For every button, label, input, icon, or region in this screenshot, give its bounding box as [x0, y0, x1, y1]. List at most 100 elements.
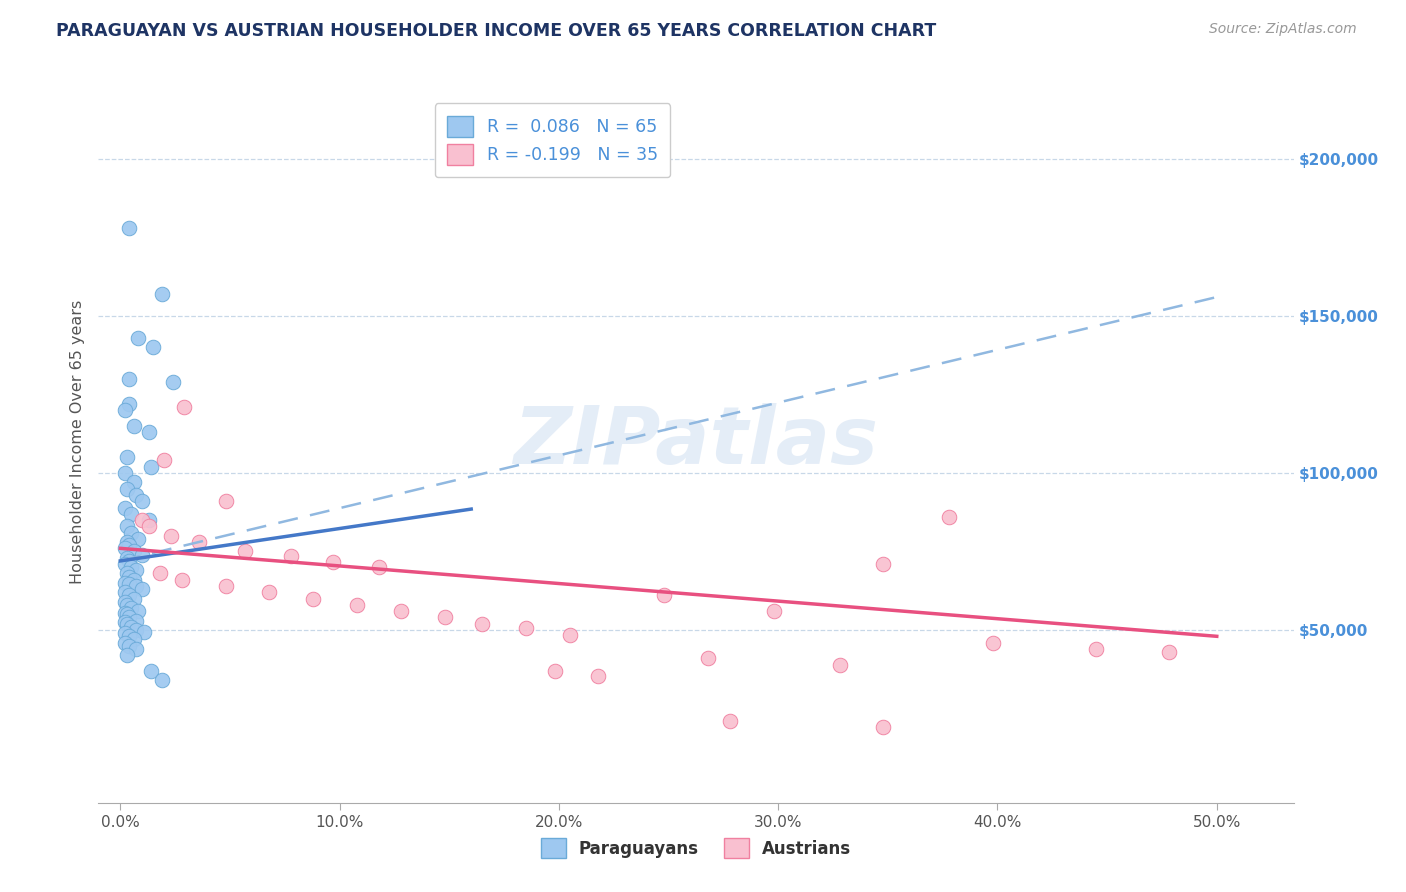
Point — [115, 566, 138, 581]
Point — [159, 529, 181, 543]
Point — [173, 400, 195, 414]
Point — [114, 585, 136, 599]
Point — [114, 615, 136, 630]
Point — [118, 372, 141, 386]
Point — [471, 616, 494, 631]
Point — [125, 623, 148, 637]
Point — [138, 519, 160, 533]
Point — [115, 607, 138, 622]
Point — [872, 720, 894, 734]
Point — [233, 544, 256, 558]
Legend: R =  0.086   N = 65, R = -0.199   N = 35: R = 0.086 N = 65, R = -0.199 N = 35 — [434, 103, 671, 177]
Point — [118, 221, 141, 235]
Point — [115, 616, 138, 631]
Point — [114, 557, 136, 571]
Point — [149, 566, 172, 581]
Point — [115, 482, 138, 496]
Point — [214, 494, 236, 508]
Point — [125, 614, 148, 628]
Text: PARAGUAYAN VS AUSTRIAN HOUSEHOLDER INCOME OVER 65 YEARS CORRELATION CHART: PARAGUAYAN VS AUSTRIAN HOUSEHOLDER INCOM… — [56, 22, 936, 40]
Point — [558, 628, 581, 642]
Point — [131, 494, 153, 508]
Point — [138, 513, 160, 527]
Point — [131, 548, 153, 562]
Point — [515, 622, 537, 636]
Point — [131, 582, 153, 597]
Point — [114, 626, 136, 640]
Text: ZIPatlas: ZIPatlas — [513, 402, 879, 481]
Point — [214, 579, 236, 593]
Point — [188, 535, 211, 549]
Point — [127, 331, 149, 345]
Point — [280, 549, 302, 564]
Point — [762, 604, 785, 618]
Point — [118, 639, 141, 653]
Point — [697, 651, 720, 665]
Point — [127, 532, 149, 546]
Text: Source: ZipAtlas.com: Source: ZipAtlas.com — [1209, 22, 1357, 37]
Point — [127, 604, 149, 618]
Point — [122, 573, 145, 587]
Point — [170, 573, 193, 587]
Point — [115, 450, 138, 465]
Point — [114, 635, 136, 649]
Point — [150, 286, 173, 301]
Point — [259, 585, 281, 599]
Point — [872, 557, 894, 571]
Point — [120, 620, 142, 634]
Point — [138, 425, 160, 439]
Point — [322, 556, 344, 570]
Point — [1085, 641, 1108, 656]
Point — [981, 635, 1004, 649]
Point — [118, 610, 141, 624]
Point — [115, 535, 138, 549]
Y-axis label: Householder Income Over 65 years: Householder Income Over 65 years — [70, 300, 86, 583]
Point — [433, 610, 456, 624]
Point — [588, 668, 610, 682]
Point — [162, 375, 184, 389]
Point — [118, 554, 141, 568]
Point — [150, 673, 173, 688]
Point — [652, 589, 675, 603]
Point — [1157, 645, 1180, 659]
Point — [120, 507, 142, 521]
Point — [122, 418, 145, 433]
Point — [153, 453, 176, 467]
Point — [131, 513, 153, 527]
Point — [302, 591, 325, 606]
Point — [120, 525, 142, 540]
Point — [114, 575, 136, 590]
Point — [118, 629, 141, 643]
Point — [120, 601, 142, 615]
Point — [118, 589, 141, 603]
Point — [118, 397, 141, 411]
Point — [938, 510, 960, 524]
Point — [346, 598, 368, 612]
Point — [114, 466, 136, 480]
Point — [114, 595, 136, 609]
Point — [114, 606, 136, 620]
Point — [122, 475, 145, 490]
Point — [125, 641, 148, 656]
Point — [115, 550, 138, 565]
Point — [134, 624, 156, 639]
Point — [115, 598, 138, 612]
Point — [389, 604, 412, 618]
Point — [543, 664, 565, 678]
Point — [115, 648, 138, 662]
Point — [125, 563, 148, 577]
Point — [122, 544, 145, 558]
Point — [118, 538, 141, 552]
Point — [122, 591, 145, 606]
Point — [114, 541, 136, 556]
Point — [120, 560, 142, 574]
Point — [139, 459, 162, 474]
Point — [125, 488, 148, 502]
Point — [718, 714, 741, 728]
Point — [114, 403, 136, 417]
Point — [118, 577, 141, 591]
Point — [114, 500, 136, 515]
Point — [118, 569, 141, 583]
Point — [125, 579, 148, 593]
Point — [122, 632, 145, 647]
